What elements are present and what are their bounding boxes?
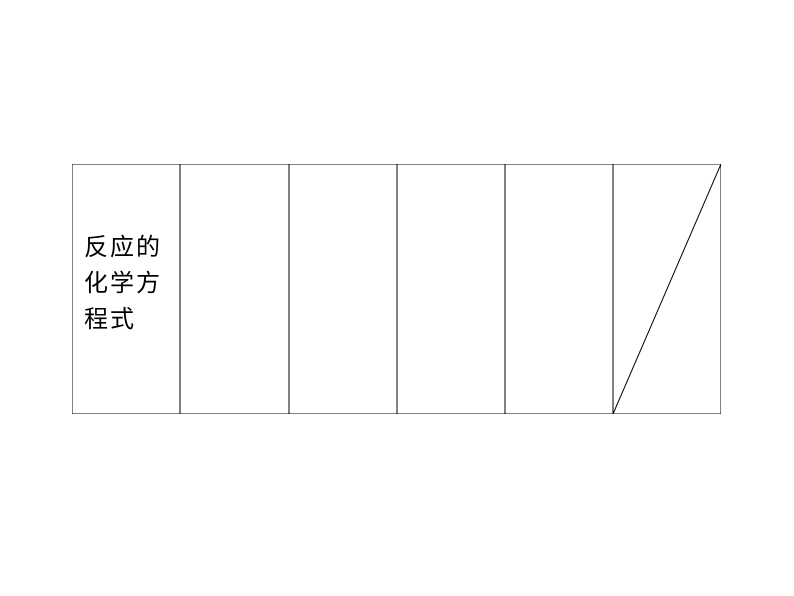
table-diagonal-line [613, 164, 721, 414]
table-grid [72, 164, 721, 414]
table-container [72, 164, 721, 414]
cell-1-label: 反应的化学方程式 [84, 230, 164, 338]
